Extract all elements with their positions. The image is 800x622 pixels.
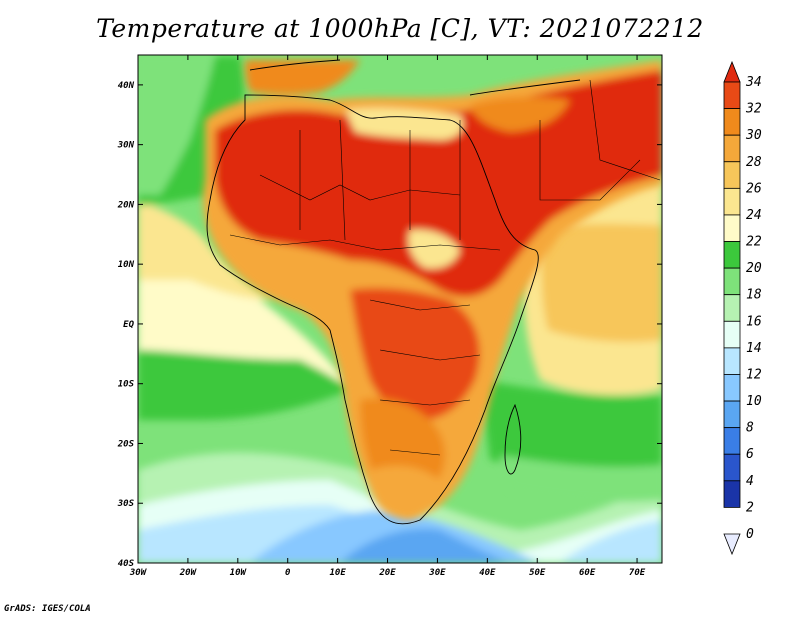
colorbar-segment xyxy=(723,374,741,402)
lon-tick-label: 10E xyxy=(329,568,346,578)
lat-tick-label: 10N xyxy=(118,260,135,270)
colorbar-label: 20 xyxy=(746,261,762,276)
country-borders xyxy=(229,79,661,456)
colorbar-segment xyxy=(723,267,741,296)
colorbar-segment xyxy=(723,427,741,455)
colorbar-label: 18 xyxy=(746,288,762,303)
temperature-field xyxy=(138,55,662,563)
colorbar-segment xyxy=(723,81,741,109)
colorbar-label: 4 xyxy=(746,474,754,489)
colorbar-label: 0 xyxy=(746,527,754,542)
lat-tick-label: 20S xyxy=(117,439,135,449)
lat-tick-label: 30N xyxy=(117,141,135,151)
lon-tick-label: 30W xyxy=(129,568,148,578)
coastlines xyxy=(206,59,581,525)
lat-tick-label: 40S xyxy=(118,559,135,569)
colorbar-segment xyxy=(723,241,741,269)
lat-tick-label: EQ xyxy=(123,320,134,330)
lat-tick-label: 10S xyxy=(118,380,135,390)
colorbar-segment xyxy=(723,320,741,349)
colorbar-segment xyxy=(723,187,741,216)
colorbar-label: 10 xyxy=(746,394,762,409)
colorbar-segment xyxy=(723,400,741,429)
colorbar-segment xyxy=(723,294,741,322)
colorbar-label: 6 xyxy=(746,447,754,462)
chart-title: Temperature at 1000hPa [C], VT: 20210722… xyxy=(96,14,704,43)
lon-tick-label: 20W xyxy=(179,568,198,578)
colorbar-segment xyxy=(723,134,741,163)
colorbar-label: 2 xyxy=(746,500,754,515)
lon-tick-label: 60E xyxy=(579,568,596,578)
colorbar-label: 12 xyxy=(746,367,762,382)
colorbar-segment xyxy=(723,108,741,136)
colorbar-label: 34 xyxy=(745,75,762,90)
lon-tick-label: 50E xyxy=(529,568,546,578)
colorbar-label: 14 xyxy=(746,341,762,356)
grads-credit: GrADS: IGES/COLA xyxy=(4,604,91,614)
latitude-axis: 40N 30N 20N 10N EQ 10S 20S 30S 40S xyxy=(117,81,662,569)
colorbar-bottom-arrow xyxy=(723,533,741,556)
colorbar-top-arrow xyxy=(723,60,741,83)
colorbar-label: 8 xyxy=(746,421,754,436)
colorbar-segment xyxy=(723,347,741,375)
lon-tick-label: 10W xyxy=(230,568,248,578)
lon-tick-label: 70E xyxy=(629,568,646,578)
colorbar-segment xyxy=(723,214,741,242)
lon-tick-label: 40E xyxy=(479,568,496,578)
lon-tick-label: 20E xyxy=(378,568,396,578)
colorbar-label: 32 xyxy=(745,102,762,117)
colorbar-label: 22 xyxy=(746,235,762,250)
lat-tick-label: 20N xyxy=(117,200,135,210)
colorbar-label: 26 xyxy=(746,181,762,196)
lon-tick-label: 0 xyxy=(285,568,291,578)
lon-tick-label: 30E xyxy=(428,568,446,578)
colorbar-segment xyxy=(723,453,741,482)
lat-tick-label: 40N xyxy=(118,81,135,91)
colorbar-label: 30 xyxy=(745,128,762,143)
lat-tick-label: 30S xyxy=(117,499,135,509)
colorbar-label: 24 xyxy=(746,208,762,223)
colorbar-segment xyxy=(723,480,741,508)
colorbar-segment xyxy=(723,161,741,189)
longitude-axis: 30W 20W 10W 0 10E 20E 30E 40E 50E 60E 70E xyxy=(129,55,646,578)
plot-frame xyxy=(137,54,663,564)
colorbar-label: 28 xyxy=(746,155,762,170)
colorbar-label: 16 xyxy=(746,314,762,329)
